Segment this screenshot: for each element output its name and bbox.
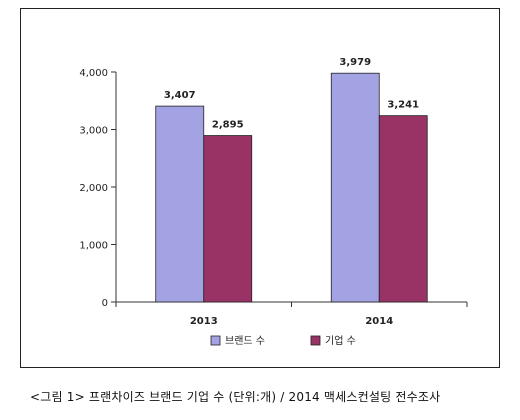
- figure-caption: <그림 1> 프랜차이즈 브랜드 기업 수 (단위:개) / 2014 맥세스컨…: [30, 390, 441, 404]
- legend-label: 기업 수: [325, 334, 356, 347]
- bar: [203, 135, 253, 303]
- data-label: 3,241: [387, 100, 419, 111]
- chart-frame: 0 1,000 2,000 3,000 4,000 3,407 2,895 2013 3,979…: [20, 8, 500, 368]
- y-tick-label: 2,000: [79, 183, 108, 194]
- bar: [378, 115, 428, 303]
- data-label: 2,895: [212, 120, 244, 131]
- y-tick-label: 4,000: [79, 68, 108, 79]
- bar-chart: 0 1,000 2,000 3,000 4,000 3,407 2,895 2013 3,979…: [79, 57, 468, 347]
- x-tick-label: 2014: [365, 316, 393, 327]
- data-label: 3,407: [164, 90, 196, 101]
- legend-swatch: [210, 335, 221, 346]
- data-label: 3,979: [339, 57, 371, 68]
- legend-swatch: [310, 335, 321, 346]
- y-tick-label: 0: [102, 298, 108, 309]
- legend-label: 브랜드 수: [225, 335, 265, 347]
- bar: [330, 72, 380, 303]
- y-tick-label: 1,000: [79, 241, 108, 252]
- x-tick-label: 2013: [190, 316, 218, 327]
- y-tick-label: 3,000: [79, 126, 108, 137]
- bar: [155, 105, 205, 303]
